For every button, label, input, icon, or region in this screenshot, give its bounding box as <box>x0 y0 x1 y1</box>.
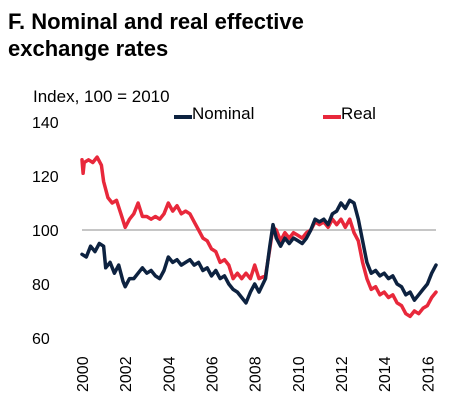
y-axis-label: Index, 100 = 2010 <box>33 87 170 106</box>
x-tick-label: 2004 <box>161 356 178 392</box>
chart-title-line-1: F. Nominal and real effective <box>8 9 304 34</box>
x-tick-label: 2000 <box>75 356 92 392</box>
y-tick-label: 60 <box>32 331 50 348</box>
x-tick-label: 2008 <box>248 356 265 392</box>
x-tick-label: 2016 <box>420 356 437 392</box>
legend-swatch-real <box>323 115 341 119</box>
x-tick-label: 2010 <box>291 356 308 392</box>
y-tick-label: 80 <box>32 277 50 294</box>
y-tick-label: 100 <box>32 223 59 240</box>
y-tick-label: 120 <box>32 169 59 186</box>
legend-label-real: Real <box>341 104 376 123</box>
legend-swatch-nominal <box>174 115 192 119</box>
x-tick-label: 2006 <box>205 356 222 392</box>
x-tick-label: 2012 <box>334 356 351 392</box>
legend-label-nominal: Nominal <box>192 104 255 123</box>
x-tick-label: 2014 <box>377 356 394 392</box>
chart-title-line-2: exchange rates <box>8 36 169 61</box>
x-tick-label: 2002 <box>118 356 135 392</box>
y-tick-label: 140 <box>32 115 59 132</box>
series-line-real <box>80 155 438 319</box>
series-line-nominal <box>80 198 438 305</box>
